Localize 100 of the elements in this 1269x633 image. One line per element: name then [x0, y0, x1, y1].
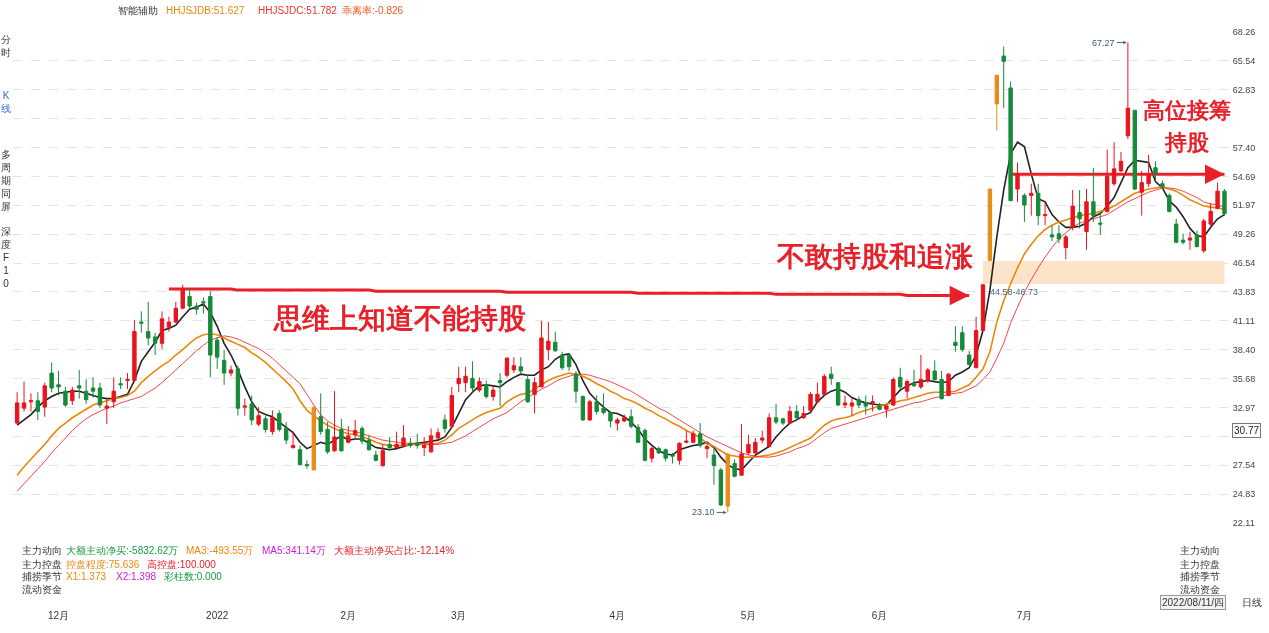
- x-tick-label: 5月: [740, 610, 757, 621]
- candlestick: [1022, 192, 1027, 223]
- candlestick: [987, 188, 993, 262]
- candlestick: [953, 325, 958, 353]
- candlestick: [808, 391, 813, 412]
- text: X2:1.398: [116, 571, 157, 582]
- candlestick: [235, 365, 241, 417]
- candlestick: [490, 385, 496, 402]
- candlestick: [849, 398, 855, 417]
- candlestick: [332, 390, 337, 453]
- text: MA5:341.14万: [262, 545, 326, 556]
- candlestick: [1091, 167, 1096, 223]
- candlestick: [415, 433, 420, 450]
- text: 主力动向: [22, 545, 62, 556]
- candlestick: [822, 373, 827, 396]
- candlestick: [159, 310, 165, 350]
- annotation: 思维上知道不能持股: [273, 303, 527, 334]
- y-tick-label: 41.11: [1232, 316, 1255, 326]
- candlestick: [642, 427, 648, 462]
- candlestick: [904, 378, 910, 400]
- candlestick: [559, 351, 565, 371]
- text: 深度F10: [1, 226, 11, 289]
- candlestick: [221, 349, 227, 386]
- candlestick: [118, 376, 123, 390]
- y-tick-label: 32.97: [1232, 402, 1256, 413]
- candlestick: [256, 406, 261, 427]
- candlestick: [787, 405, 793, 425]
- candlestick: [1187, 231, 1193, 251]
- text: 高控盘:100.000: [147, 559, 217, 570]
- candlestick: [601, 392, 606, 416]
- y-tick-label: 43.83: [1232, 287, 1256, 298]
- annotation: 67.27: [1092, 38, 1115, 48]
- text: 捕捞季节: [1180, 571, 1220, 582]
- candlestick: [428, 427, 434, 454]
- candlestick: [484, 380, 489, 400]
- text: 捕捞季节: [22, 571, 62, 582]
- candlestick: [373, 450, 379, 462]
- candlestick: [408, 437, 413, 449]
- candlestick: [960, 325, 965, 353]
- candlestick: [1008, 81, 1013, 202]
- candlestick: [1160, 180, 1165, 190]
- text: 2022/08/11/四: [1162, 597, 1225, 608]
- text: X1:1.373: [66, 571, 107, 582]
- candlestick: [1042, 202, 1048, 226]
- candlestick: [470, 360, 475, 393]
- candlestick: [622, 414, 627, 423]
- candlestick: [77, 369, 82, 400]
- candlestick: [794, 404, 799, 420]
- candlestick: [353, 419, 358, 439]
- candlestick: [711, 448, 717, 486]
- candlestick: [1111, 141, 1117, 187]
- candlestick: [70, 386, 75, 406]
- candlestick: [339, 418, 344, 453]
- text: 主力控盘: [22, 559, 62, 570]
- candlestick: [1118, 151, 1124, 173]
- candlestick: [463, 366, 468, 393]
- candlestick: [366, 434, 372, 452]
- candlestick: [28, 392, 34, 412]
- candlestick: [918, 354, 924, 390]
- text: MA3:-493.55万: [186, 545, 254, 556]
- text: HHJSJDC:51.782: [258, 5, 338, 16]
- candlestick: [973, 316, 979, 369]
- candlestick: [1215, 182, 1220, 210]
- candlestick: [90, 376, 96, 399]
- candlestick: [829, 366, 834, 386]
- text: 流动资金: [1180, 584, 1220, 595]
- candlestick: [442, 414, 448, 434]
- x-tick-label: 12月: [47, 610, 70, 621]
- candlestick: [539, 320, 544, 388]
- candlestick: [925, 367, 931, 384]
- candlestick: [608, 410, 613, 428]
- candlestick: [497, 372, 503, 407]
- candlestick: [146, 301, 151, 346]
- candlestick: [290, 431, 296, 449]
- candlestick: [325, 421, 330, 455]
- y-tick-label: 46.54: [1232, 258, 1256, 269]
- y-tick-label: 27.54: [1232, 460, 1256, 471]
- candlestick: [242, 398, 247, 417]
- candlestick: [760, 430, 765, 444]
- candlestick: [152, 332, 158, 356]
- candlestick: [422, 436, 427, 457]
- candlestick: [1029, 183, 1034, 217]
- candlestick: [635, 423, 641, 444]
- candlestick: [870, 394, 875, 412]
- x-tick-label: 7月: [1016, 610, 1033, 621]
- y-tick-label: 57.40: [1232, 142, 1256, 153]
- candlestick: [1084, 188, 1089, 251]
- candlestick: [877, 402, 882, 411]
- candlestick: [746, 434, 751, 456]
- candlestick: [49, 361, 54, 393]
- candlestick: [1222, 188, 1227, 217]
- text: 大额主动净买占比:-12.14%: [334, 545, 455, 556]
- candlestick: [270, 409, 275, 436]
- candlestick: [1015, 161, 1020, 203]
- candlestick: [1105, 149, 1110, 213]
- candlestick: [932, 359, 937, 382]
- candlestick: [1036, 183, 1041, 226]
- candlestick: [615, 417, 620, 432]
- candlestick: [132, 319, 137, 382]
- candlestick: [842, 394, 848, 409]
